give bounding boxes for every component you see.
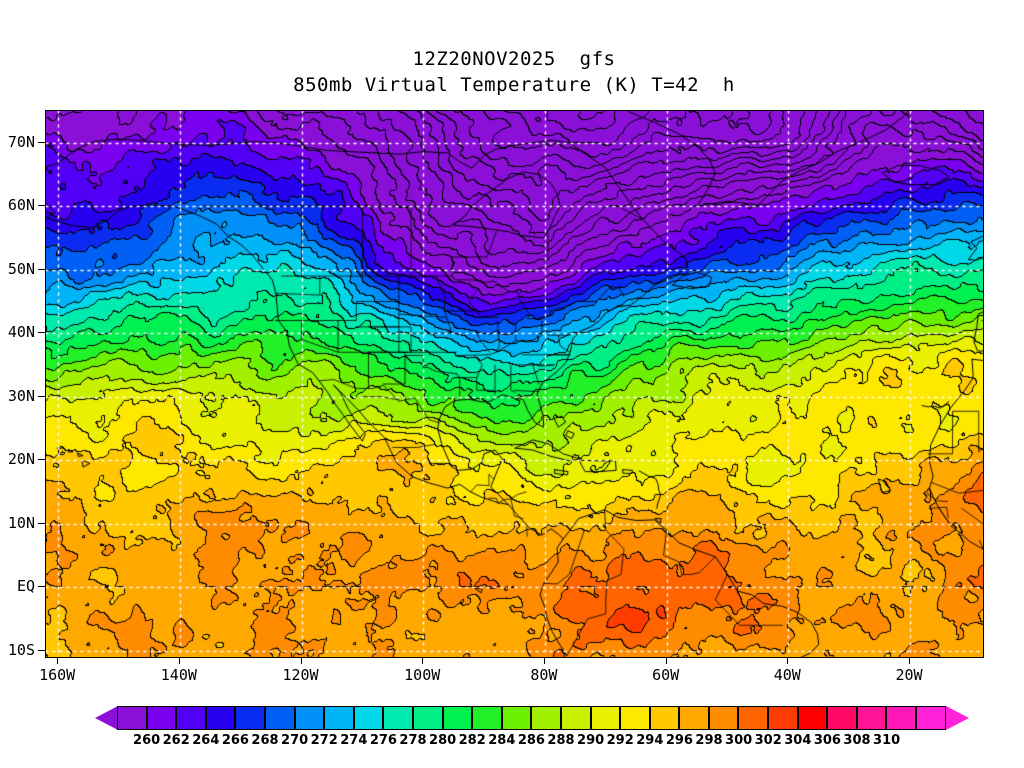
- y-axis-tick: [38, 332, 45, 334]
- colorbar-tick-labels: 260 262 264 266 268 270 272 274 276 278 280 282 284 2…: [0, 733, 1024, 753]
- x-axis-label: 80W: [530, 666, 558, 684]
- colorbar-tick-label: 288: [547, 733, 575, 748]
- colorbar-tick-label: 266: [221, 733, 249, 748]
- colorbar-tick-label: 286: [517, 733, 545, 748]
- x-axis-tick: [543, 657, 545, 664]
- colorbar-cell: [738, 706, 769, 730]
- y-axis-label: EQ: [16, 577, 35, 596]
- x-axis-label: 120W: [282, 666, 319, 684]
- x-axis-tick: [787, 657, 789, 664]
- colorbar-tick-label: 280: [429, 733, 457, 748]
- x-axis-tick: [57, 657, 59, 664]
- temperature-contour-map: [46, 111, 983, 657]
- colorbar-tick-label: 274: [340, 733, 368, 748]
- figure-title-block: 12Z20NOV2025 gfs 850mb Virtual Temperatu…: [0, 46, 1024, 98]
- y-axis-tick: [38, 649, 45, 651]
- y-axis-tick: [38, 395, 45, 397]
- colorbar-cells: [117, 706, 946, 730]
- y-axis-label: 20N: [7, 450, 35, 469]
- colorbar-cell: [590, 706, 621, 730]
- colorbar-tick-label: 268: [251, 733, 279, 748]
- colorbar-tick-label: 292: [606, 733, 634, 748]
- colorbar-tick-label: 298: [695, 733, 723, 748]
- colorbar-tick-label: 272: [310, 733, 338, 748]
- y-axis-tick: [38, 522, 45, 524]
- colorbar-tick-label: 310: [873, 733, 901, 748]
- colorbar-cell: [264, 706, 295, 730]
- colorbar-cell: [205, 706, 236, 730]
- x-axis-tick: [665, 657, 667, 664]
- colorbar-under-arrow: [95, 706, 118, 730]
- x-axis-label: 40W: [773, 666, 801, 684]
- y-axis-tick: [38, 586, 45, 588]
- colorbar-cell: [412, 706, 443, 730]
- colorbar-tick-label: 276: [369, 733, 397, 748]
- colorbar-cell: [531, 706, 561, 730]
- y-axis-tick: [38, 459, 45, 461]
- x-axis-tick: [300, 657, 302, 664]
- x-axis-tick: [908, 657, 910, 664]
- colorbar-cell: [768, 706, 798, 730]
- figure-subtitle-run: 12Z20NOV2025 gfs: [412, 48, 616, 70]
- colorbar-tick-label: 290: [577, 733, 605, 748]
- colorbar-cell: [117, 706, 147, 730]
- colorbar-tick-label: 302: [754, 733, 782, 748]
- colorbar-cell: [353, 706, 384, 730]
- map-plot-area[interactable]: [45, 110, 984, 658]
- colorbar-cell: [235, 706, 265, 730]
- y-axis-label: 30N: [7, 386, 35, 405]
- y-axis-tick: [38, 268, 45, 270]
- colorbar-cell: [827, 706, 857, 730]
- colorbar-tick-label: 284: [488, 733, 516, 748]
- x-axis-label: 140W: [160, 666, 197, 684]
- colorbar-cell: [797, 706, 828, 730]
- colorbar-cell: [649, 706, 680, 730]
- figure-title-field: 850mb Virtual Temperature (K) T=42 h: [293, 74, 735, 96]
- colorbar-cell: [176, 706, 206, 730]
- colorbar-tick-label: 308: [843, 733, 871, 748]
- colorbar-tick-label: 262: [162, 733, 190, 748]
- y-axis-label: 50N: [7, 259, 35, 278]
- x-axis-tick: [178, 657, 180, 664]
- colorbar-cell: [383, 706, 413, 730]
- y-axis-label: 40N: [7, 323, 35, 342]
- colorbar-tick-label: 260: [133, 733, 161, 748]
- colorbar-tick-label: 270: [281, 733, 309, 748]
- colorbar-cell: [501, 706, 532, 730]
- colorbar-tick-label: 264: [192, 733, 220, 748]
- y-axis-tick: [38, 205, 45, 207]
- colorbar-cell: [708, 706, 739, 730]
- colorbar-cell: [886, 706, 917, 730]
- colorbar[interactable]: 260 262 264 266 268 270 272 274 276 278 280 282 284 2…: [0, 706, 1024, 762]
- y-axis-label: 60N: [7, 196, 35, 215]
- colorbar-tick-label: 294: [636, 733, 664, 748]
- colorbar-cell: [916, 706, 946, 730]
- colorbar-cell: [472, 706, 502, 730]
- x-axis-label: 20W: [895, 666, 923, 684]
- y-axis-tick: [38, 141, 45, 143]
- colorbar-tick-label: 282: [458, 733, 486, 748]
- x-axis-tick: [422, 657, 424, 664]
- y-axis-label: 10N: [7, 513, 35, 532]
- colorbar-cell: [294, 706, 325, 730]
- colorbar-cell: [146, 706, 177, 730]
- colorbar-tick-label: 306: [813, 733, 841, 748]
- colorbar-cell: [560, 706, 591, 730]
- colorbar-tick-label: 278: [399, 733, 427, 748]
- x-axis-label: 60W: [652, 666, 680, 684]
- x-axis-label: 100W: [404, 666, 441, 684]
- y-axis-label: 10S: [7, 640, 35, 659]
- y-axis-label: 70N: [7, 132, 35, 151]
- colorbar-over-arrow: [945, 706, 969, 730]
- colorbar-cell: [324, 706, 354, 730]
- colorbar-tick-label: 304: [784, 733, 812, 748]
- x-axis-label: 160W: [39, 666, 76, 684]
- colorbar-cell: [856, 706, 887, 730]
- colorbar-tick-label: 300: [725, 733, 753, 748]
- colorbar-cell: [679, 706, 709, 730]
- colorbar-tick-label: 296: [665, 733, 693, 748]
- colorbar-cell: [620, 706, 650, 730]
- colorbar-cell: [442, 706, 473, 730]
